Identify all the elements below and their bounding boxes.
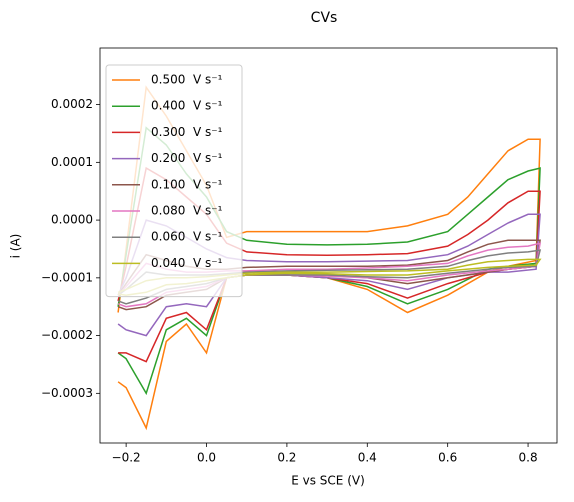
legend-label: 0.060 V s⁻¹ bbox=[151, 230, 223, 244]
legend-label: 0.400 V s⁻¹ bbox=[151, 99, 223, 113]
y-tick-label: 0.0002 bbox=[51, 97, 93, 111]
y-axis-label: i (A) bbox=[9, 234, 23, 259]
x-tick-label: 0.6 bbox=[438, 451, 457, 465]
x-tick-label: 0.0 bbox=[197, 451, 216, 465]
y-tick-label: −0.0002 bbox=[41, 328, 93, 342]
legend-label: 0.200 V s⁻¹ bbox=[151, 151, 223, 165]
legend-label: 0.300 V s⁻¹ bbox=[151, 125, 223, 139]
y-tick-label: 0.0000 bbox=[51, 213, 93, 227]
chart-title: CVs bbox=[311, 10, 338, 26]
legend-label: 0.080 V s⁻¹ bbox=[151, 204, 223, 218]
y-tick-label: 0.0001 bbox=[51, 155, 93, 169]
x-tick-label: 0.4 bbox=[358, 451, 377, 465]
plot-frame bbox=[99, 47, 558, 444]
y-tick-label: −0.0003 bbox=[41, 386, 93, 400]
legend-label: 0.040 V s⁻¹ bbox=[151, 256, 223, 270]
x-tick-label: 0.8 bbox=[519, 451, 538, 465]
x-axis-label: E vs SCE (V) bbox=[291, 474, 365, 488]
legend-box bbox=[105, 64, 243, 298]
y-tick-label: −0.0001 bbox=[41, 270, 93, 284]
x-tick-label: 0.2 bbox=[277, 451, 296, 465]
legend-label: 0.500 V s⁻¹ bbox=[151, 73, 223, 87]
legend-label: 0.100 V s⁻¹ bbox=[151, 177, 223, 191]
x-tick-label: −0.2 bbox=[112, 451, 141, 465]
